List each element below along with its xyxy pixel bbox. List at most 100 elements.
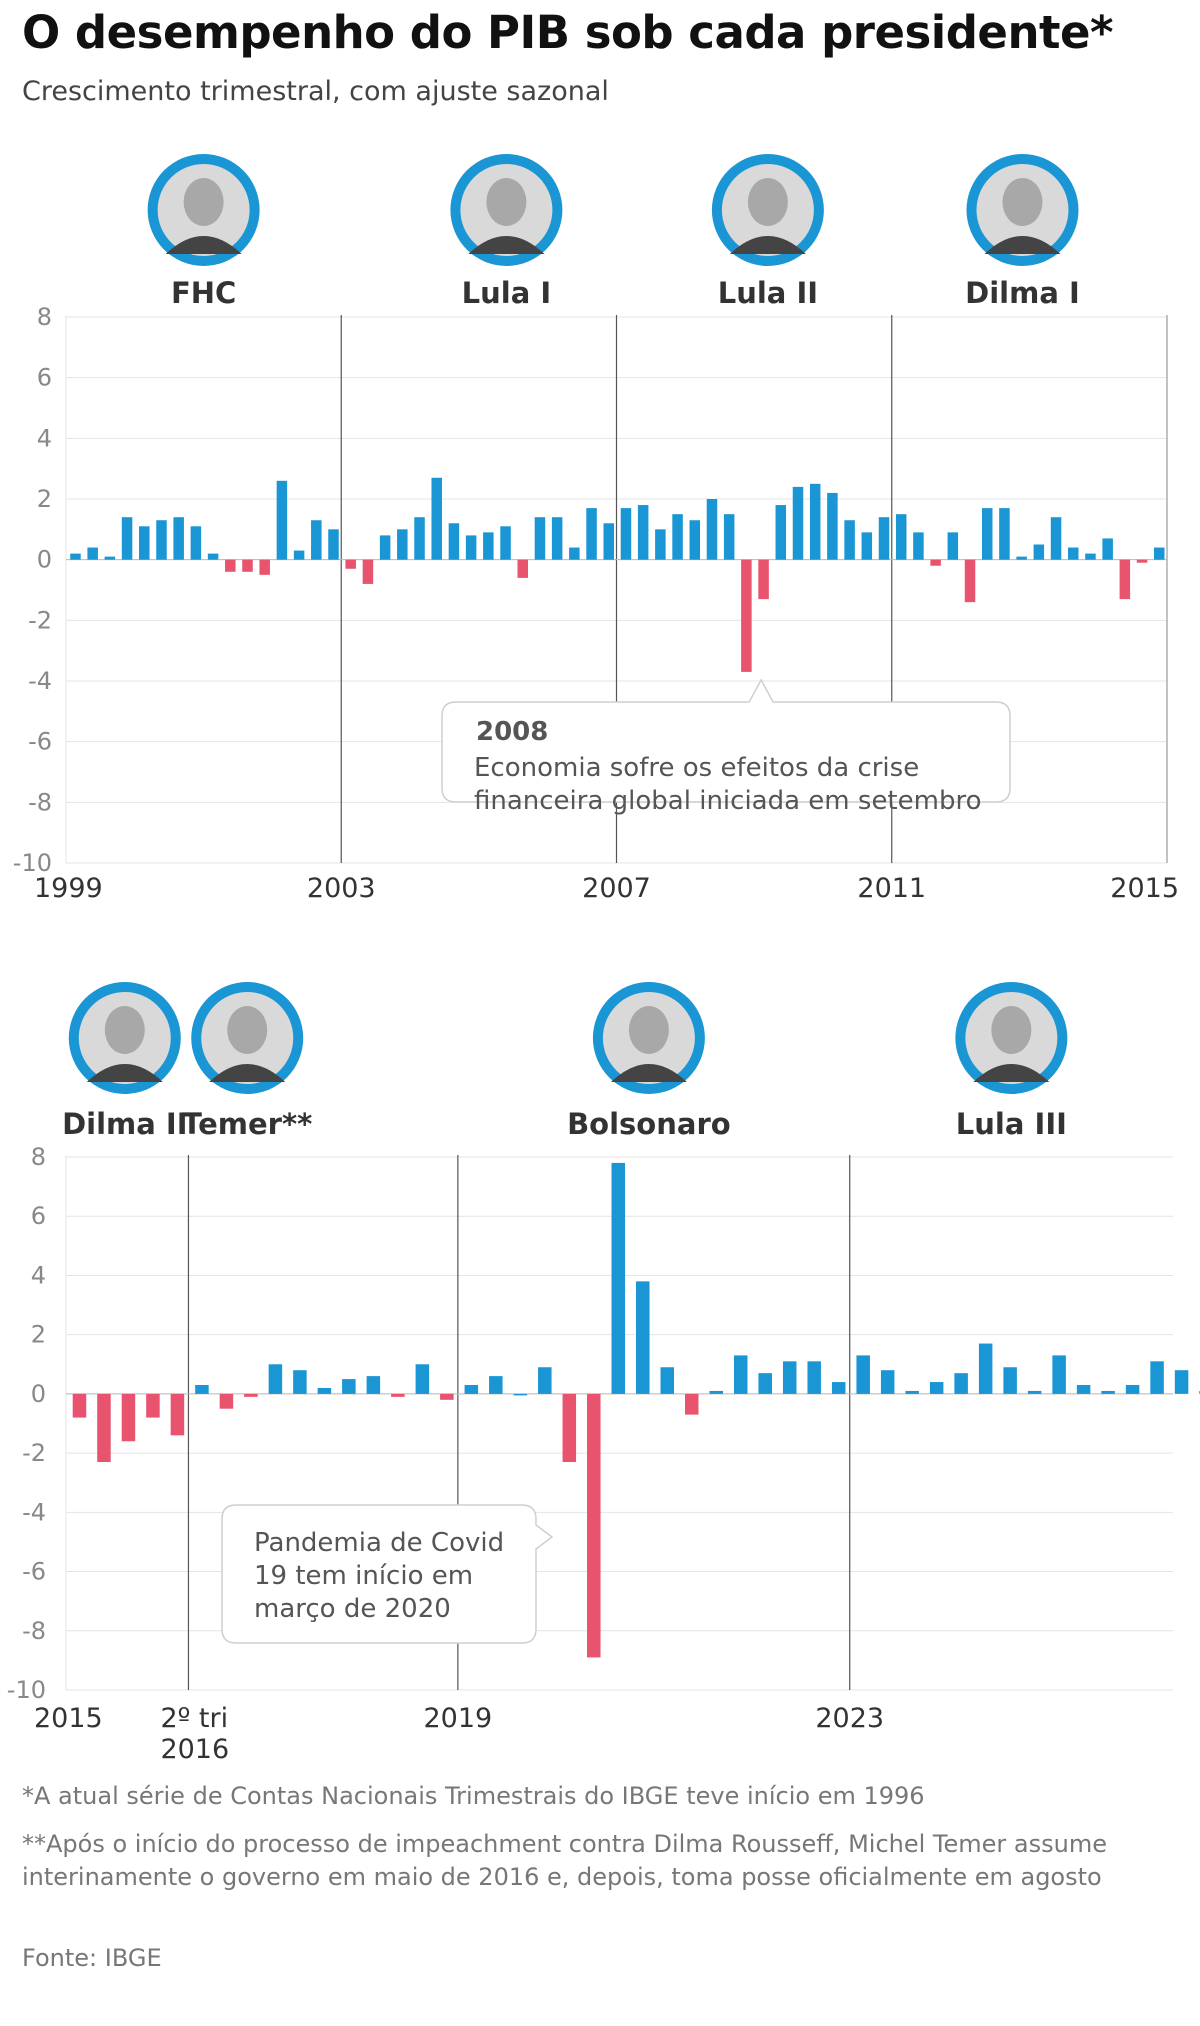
avatar-head [1002, 178, 1043, 226]
gdp-bar [569, 547, 580, 560]
gdp-bar [342, 1379, 356, 1394]
gdp-bar [146, 1393, 160, 1418]
gdp-bar [930, 559, 941, 566]
x-tick-label: 2º tri [160, 1703, 228, 1734]
avatar-head [183, 178, 224, 226]
gdp-bar [895, 514, 907, 560]
gdp-bar [207, 553, 219, 560]
y-tick-label: -4 [22, 1498, 46, 1526]
gdp-bar [856, 1355, 870, 1394]
y-tick-label: -4 [28, 667, 52, 695]
gdp-bar [268, 1364, 283, 1394]
gdp-bar [317, 1387, 332, 1394]
gdp-bar [929, 1382, 944, 1394]
president-name: Lula II [718, 276, 818, 310]
x-tick-label: 2007 [582, 873, 651, 904]
avatar-shoulders [209, 1064, 286, 1082]
gdp-bar [831, 1382, 846, 1394]
gdp-bar [139, 526, 150, 560]
avatar-head [628, 1006, 669, 1054]
gdp-bar [782, 1361, 797, 1394]
president-header: Bolsonaro [567, 982, 731, 1141]
page-subtitle: Crescimento trimestral, com ajuste sazon… [22, 76, 609, 107]
callout-box [221, 1504, 554, 1644]
gdp-bar [709, 1390, 723, 1394]
gdp-bar [1174, 1370, 1189, 1394]
callout-text: financeira global iniciada em setembro [474, 786, 981, 816]
president-header: FHC [147, 154, 260, 310]
gdp-bar [1003, 1367, 1017, 1394]
gdp-bar [733, 1355, 748, 1394]
gdp-bar [293, 1370, 307, 1394]
x-tick-label: 2016 [160, 1734, 229, 1765]
gdp-bar [880, 1370, 895, 1394]
gdp-bar [190, 526, 202, 560]
callout-text: Economia sofre os efeitos da crise [474, 753, 919, 783]
gdp-bar [244, 1393, 258, 1397]
footnote-temer: **Após o início do processo de impeachme… [22, 1830, 1107, 1891]
president-name: Dilma II [62, 1107, 187, 1141]
y-tick-label: 0 [31, 1380, 46, 1408]
gdp-bar [219, 1393, 234, 1409]
avatar-head [991, 1006, 1032, 1054]
x-tick-label: 2015 [1110, 873, 1179, 904]
avatar-shoulders [86, 1064, 163, 1082]
y-tick-label: 8 [31, 1143, 46, 1171]
y-tick-label: -10 [13, 849, 52, 877]
callout-text: Pandemia de Covid [254, 1528, 504, 1558]
gdp-bar [1154, 547, 1165, 560]
gdp-bar [637, 505, 649, 560]
gdp-bar [1067, 547, 1079, 560]
gdp-bar [379, 535, 391, 560]
gdp-bar [861, 532, 873, 560]
avatar-shoulders [984, 236, 1061, 254]
gdp-bar [1016, 556, 1027, 560]
y-tick-label: -6 [28, 728, 52, 756]
gdp-bar [978, 1343, 993, 1394]
gdp-bar [947, 532, 959, 560]
gdp-bar [534, 517, 546, 560]
gdp-bar [97, 1393, 111, 1462]
gdp-bar [603, 523, 615, 560]
gdp-bar [448, 523, 460, 560]
y-tick-label: 4 [31, 1261, 46, 1289]
avatar-head [747, 178, 788, 226]
x-tick-label: 1999 [34, 873, 103, 904]
president-header: Dilma II [62, 982, 187, 1141]
president-name: Bolsonaro [567, 1107, 731, 1141]
president-name: Temer** [182, 1107, 312, 1141]
president-header: Lula I [450, 154, 563, 310]
y-tick-label: 8 [37, 303, 52, 331]
gdp-bar [1125, 1385, 1140, 1394]
gdp-bar [758, 1373, 772, 1394]
gdp-bar [1102, 538, 1113, 560]
avatar-head [104, 1006, 145, 1054]
gdp-bar [72, 1393, 87, 1418]
gdp-bar [225, 559, 236, 572]
gdp-bar [611, 1162, 626, 1394]
gdp-bar [775, 505, 787, 560]
gdp-bar [1150, 1361, 1164, 1394]
x-tick-label: 2023 [815, 1703, 884, 1734]
y-tick-label: 2 [31, 1321, 46, 1349]
source-credit: Fonte: IBGE [22, 1944, 162, 1972]
x-tick-label: 2019 [423, 1703, 492, 1734]
y-tick-label: -6 [22, 1558, 46, 1586]
page-title: O desempenho do PIB sob cada presidente* [22, 6, 1114, 59]
gdp-bar [500, 526, 511, 560]
gdp-bar [660, 1367, 675, 1394]
y-tick-label: -8 [28, 788, 52, 816]
x-tick-label: 2015 [34, 1703, 103, 1734]
y-tick-label: 2 [37, 485, 52, 513]
avatar-head [486, 178, 527, 226]
gdp-bar [415, 1364, 430, 1394]
gdp-bar [483, 532, 494, 560]
gdp-bar [807, 1361, 821, 1394]
gdp-bar [878, 517, 890, 560]
y-tick-label: 6 [37, 364, 52, 392]
gdp-bar [758, 559, 769, 600]
callout-text: 19 tem início em [254, 1561, 473, 1591]
gdp-bar [1027, 1390, 1042, 1394]
x-tick-label: 2011 [857, 873, 926, 904]
